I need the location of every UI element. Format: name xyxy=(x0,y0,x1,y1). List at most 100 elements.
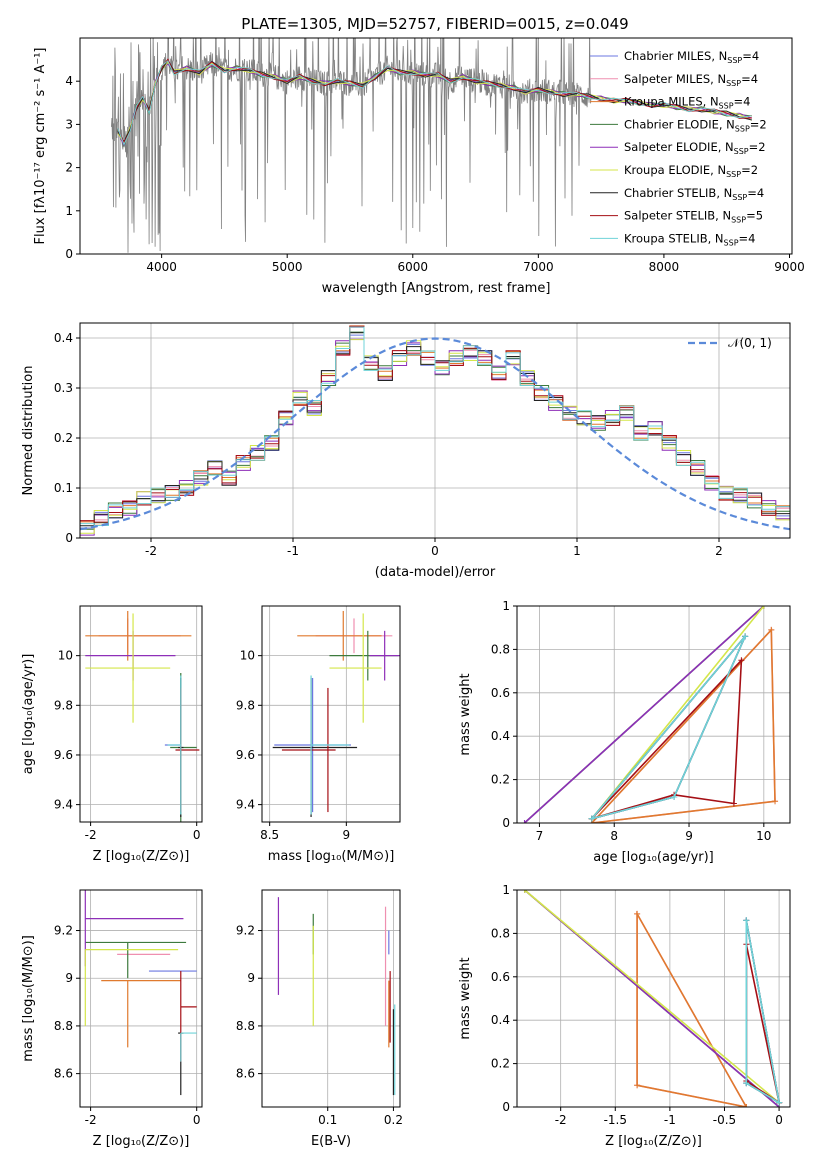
panel-mass-weight-vs-age: 7 8 9 10 0 0.2 0.4 0.6 0.8 1 age [log₁₀(age/yr)] ma… xyxy=(458,599,791,865)
gaussian-curve xyxy=(80,337,790,531)
y-tick-label: 0 xyxy=(502,816,510,830)
legend-label-5: Salpeter ELODIE, NSSP=2 xyxy=(624,140,766,156)
x-tick-label: 0 xyxy=(193,1113,201,1127)
legend-gaussian-label: 𝒩(0, 1) xyxy=(728,336,772,350)
legend-label-7: Chabrier STELIB, NSSP=4 xyxy=(624,186,764,202)
y-tick-label: 8.6 xyxy=(54,1067,73,1081)
series-marker xyxy=(772,798,779,805)
series-line-9 xyxy=(745,920,780,1104)
x-tick-label: -2 xyxy=(555,1113,567,1127)
series-line-3 xyxy=(636,910,747,1107)
series-marker xyxy=(588,815,595,822)
axes-frame xyxy=(261,605,401,823)
panel-mass-vs-EBV: 0.1 0.2 8.6 8.8 9 9.2 E(B-V) xyxy=(236,889,403,1149)
legend-label-2: Salpeter MILES, NSSP=4 xyxy=(624,72,758,88)
series-line-5 xyxy=(523,606,765,823)
panel-age-vs-mass: 8.5 9 9.4 9.6 9.8 10 mass [log₁₀(M/M⊙)] xyxy=(236,605,401,864)
y-tick-label: 4 xyxy=(65,74,73,88)
legend-label-1: Chabrier MILES, NSSP=4 xyxy=(624,49,759,65)
x-axis-label: age [log₁₀(age/yr)] xyxy=(593,850,714,865)
series-marker xyxy=(743,1104,750,1107)
y-tick-label: 9.4 xyxy=(54,798,73,812)
y-tick-label: 0.3 xyxy=(54,381,73,395)
y-axis-label: mass weight xyxy=(458,957,473,1039)
y-tick-label: 8.8 xyxy=(236,1019,255,1033)
y-tick-label: 9.2 xyxy=(236,924,255,938)
series-marker xyxy=(743,917,750,924)
y-tick-label: 0.4 xyxy=(491,729,510,743)
x-axis-label: Z [log₁₀(Z/Z⊙)] xyxy=(93,1134,190,1149)
data-layer xyxy=(521,606,779,823)
y-tick-label: 9.6 xyxy=(236,748,255,762)
x-tick-label: 8.5 xyxy=(260,828,279,842)
series-marker xyxy=(776,1099,783,1106)
y-tick-label: 2 xyxy=(65,161,73,175)
y-axis-label: Normed distribution xyxy=(21,366,36,496)
data-layer xyxy=(277,897,396,1096)
y-tick-label: 0 xyxy=(65,531,73,545)
series-line-9 xyxy=(591,635,746,820)
y-tick-label: 8.8 xyxy=(54,1019,73,1033)
data-layer xyxy=(272,610,400,818)
panel-mass-weight-vs-Z: -2 -1.5 -1 -0.5 0 0 0.2 0.4 0.6 0.8 1 Z [log₁₀(Z/Z⊙… xyxy=(458,883,791,1149)
y-tick-label: 9.2 xyxy=(54,924,73,938)
y-tick-label: 0 xyxy=(65,247,73,261)
axes-frame xyxy=(261,889,401,1108)
series-marker xyxy=(521,890,528,893)
x-tick-label: 7 xyxy=(536,829,544,843)
y-tick-label: 9 xyxy=(247,971,255,985)
x-axis-label: wavelength [Angstrom, rest frame] xyxy=(322,281,551,296)
panel-spectrum: 4000 5000 6000 7000 8000 9000 0 1 2 3 4 wavelength … xyxy=(33,37,805,296)
y-axis-label: Flux [fλ10⁻¹⁷ erg cm⁻² s⁻¹ A⁻¹] xyxy=(33,48,48,245)
series-marker xyxy=(742,633,749,640)
axes-frame xyxy=(516,889,791,1108)
y-tick-label: 10 xyxy=(58,649,73,663)
panel-age-vs-Z: -2 0 9.4 9.6 9.8 10 Z [log₁₀(Z/Z⊙)] age [log₁₀(… xyxy=(21,605,203,864)
y-tick-label: 1 xyxy=(65,204,73,218)
legend-label-4: Chabrier ELODIE, NSSP=2 xyxy=(624,117,767,133)
series-marker xyxy=(634,1082,641,1089)
panels: 4000 5000 6000 7000 8000 900001234wavelength … xyxy=(21,37,805,1149)
x-tick-label: 0.1 xyxy=(318,1113,337,1127)
legend-label-3: Kroupa MILES, NSSP=4 xyxy=(624,95,750,111)
model-line-8 xyxy=(117,58,752,144)
x-tick-label: -0.5 xyxy=(713,1113,736,1127)
data-layer xyxy=(84,890,197,1096)
x-tick-label: 8000 xyxy=(649,260,680,274)
x-axis-label: Z [log₁₀(Z/Z⊙)] xyxy=(93,849,190,864)
x-tick-label: -2 xyxy=(85,1113,97,1127)
panel-mass-vs-Z: -2 0 8.6 8.8 9 9.2 Z [log₁₀(Z/Z⊙)] mass [log₁₀(… xyxy=(21,889,203,1149)
x-tick-label: 0 xyxy=(193,828,201,842)
y-tick-label: 0.4 xyxy=(491,1013,510,1027)
x-tick-label: 8 xyxy=(610,829,618,843)
x-axis-label: (data-model)/error xyxy=(375,565,496,580)
series-line-3 xyxy=(591,627,776,823)
y-tick-label: 9.6 xyxy=(54,748,73,762)
y-tick-label: 3 xyxy=(65,117,73,131)
x-tick-label: -1 xyxy=(287,544,299,558)
x-tick-label: 2 xyxy=(715,544,723,558)
x-tick-label: 4000 xyxy=(146,260,177,274)
x-tick-label: 0 xyxy=(431,544,439,558)
y-tick-label: 0.2 xyxy=(491,773,510,787)
data-layer xyxy=(80,325,790,536)
x-tick-label: -1 xyxy=(664,1113,676,1127)
y-tick-label: 0.4 xyxy=(54,331,73,345)
x-tick-label: 9 xyxy=(685,829,693,843)
model-line-6 xyxy=(117,61,752,144)
x-tick-label: -2 xyxy=(145,544,157,558)
series-line-6 xyxy=(591,606,765,820)
x-tick-label: 9 xyxy=(343,828,351,842)
y-tick-label: 1 xyxy=(502,883,510,897)
model-line-9 xyxy=(117,60,752,146)
axes-frame xyxy=(516,605,791,824)
data-layer xyxy=(85,610,200,822)
x-tick-label: -2 xyxy=(85,828,97,842)
x-axis-label: mass [log₁₀(M/M⊙)] xyxy=(268,849,395,864)
series-marker xyxy=(738,657,745,664)
x-tick-label: 7000 xyxy=(523,260,554,274)
series-marker xyxy=(521,820,528,823)
data-layer xyxy=(111,38,752,253)
axes-frame xyxy=(79,605,203,823)
